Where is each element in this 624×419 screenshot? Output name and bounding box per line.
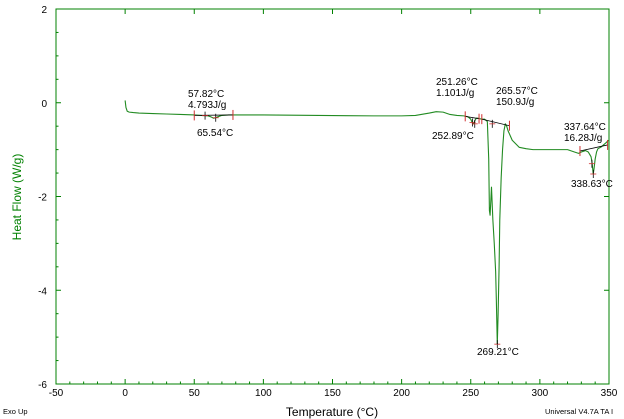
exo-up-label: Exo Up — [3, 407, 28, 416]
x-tick-label: -50 — [49, 388, 64, 399]
software-version-label: Universal V4.7A TA I — [545, 407, 613, 416]
y-tick-label: 0 — [41, 99, 47, 110]
annotation-label: 1.101J/g — [436, 88, 474, 99]
y-tick-label: 2 — [41, 5, 47, 16]
annotation-labels: 57.82°C4.793J/g 65.54°C 251.26°C1.101J/g 25… — [188, 77, 613, 358]
annotation-label: 150.9J/g — [496, 97, 534, 108]
annotation-label: 57.82°C — [188, 89, 224, 100]
x-tick-label: 100 — [255, 388, 272, 399]
x-tick-label: 350 — [601, 388, 618, 399]
x-axis-title: Temperature (°C) — [286, 405, 378, 419]
annotation-label: 16.28J/g — [564, 133, 602, 144]
x-tick-label: 0 — [122, 388, 128, 399]
integration-baseline — [465, 115, 480, 120]
integration-baseline — [579, 144, 608, 152]
x-tick-label: 50 — [189, 388, 201, 399]
annotation-label: 4.793J/g — [188, 100, 226, 111]
x-tick-label: 200 — [393, 388, 410, 399]
x-tick-label: 300 — [532, 388, 549, 399]
y-tick-label: -6 — [38, 380, 47, 391]
heat-flow-curve — [124, 100, 609, 345]
y-tick-labels: 2 0 -2 -4 -6 — [38, 5, 47, 391]
integration-limits — [193, 109, 609, 157]
ticks-layer — [55, 8, 610, 385]
y-tick-label: -4 — [38, 286, 47, 297]
x-tick-labels: -50 0 50 100 150 200 250 300 350 — [49, 388, 618, 399]
annotation-label: 338.63°C — [571, 179, 613, 190]
annotation-label: 337.64°C — [564, 122, 606, 133]
annotation-label: 251.26°C — [436, 77, 478, 88]
plot-frame — [55, 8, 610, 385]
annotation-label: 265.57°C — [496, 86, 538, 97]
integration-baseline — [481, 118, 510, 127]
peak-markers — [202, 111, 597, 349]
annotation-label: 269.21°C — [477, 347, 519, 358]
annotation-label: 65.54°C — [197, 128, 233, 139]
y-axis-title: Heat Flow (W/g) — [10, 154, 24, 241]
y-tick-label: -2 — [38, 193, 47, 204]
x-tick-label: 250 — [462, 388, 479, 399]
annotation-label: 252.89°C — [432, 131, 474, 142]
x-tick-label: 150 — [324, 388, 341, 399]
